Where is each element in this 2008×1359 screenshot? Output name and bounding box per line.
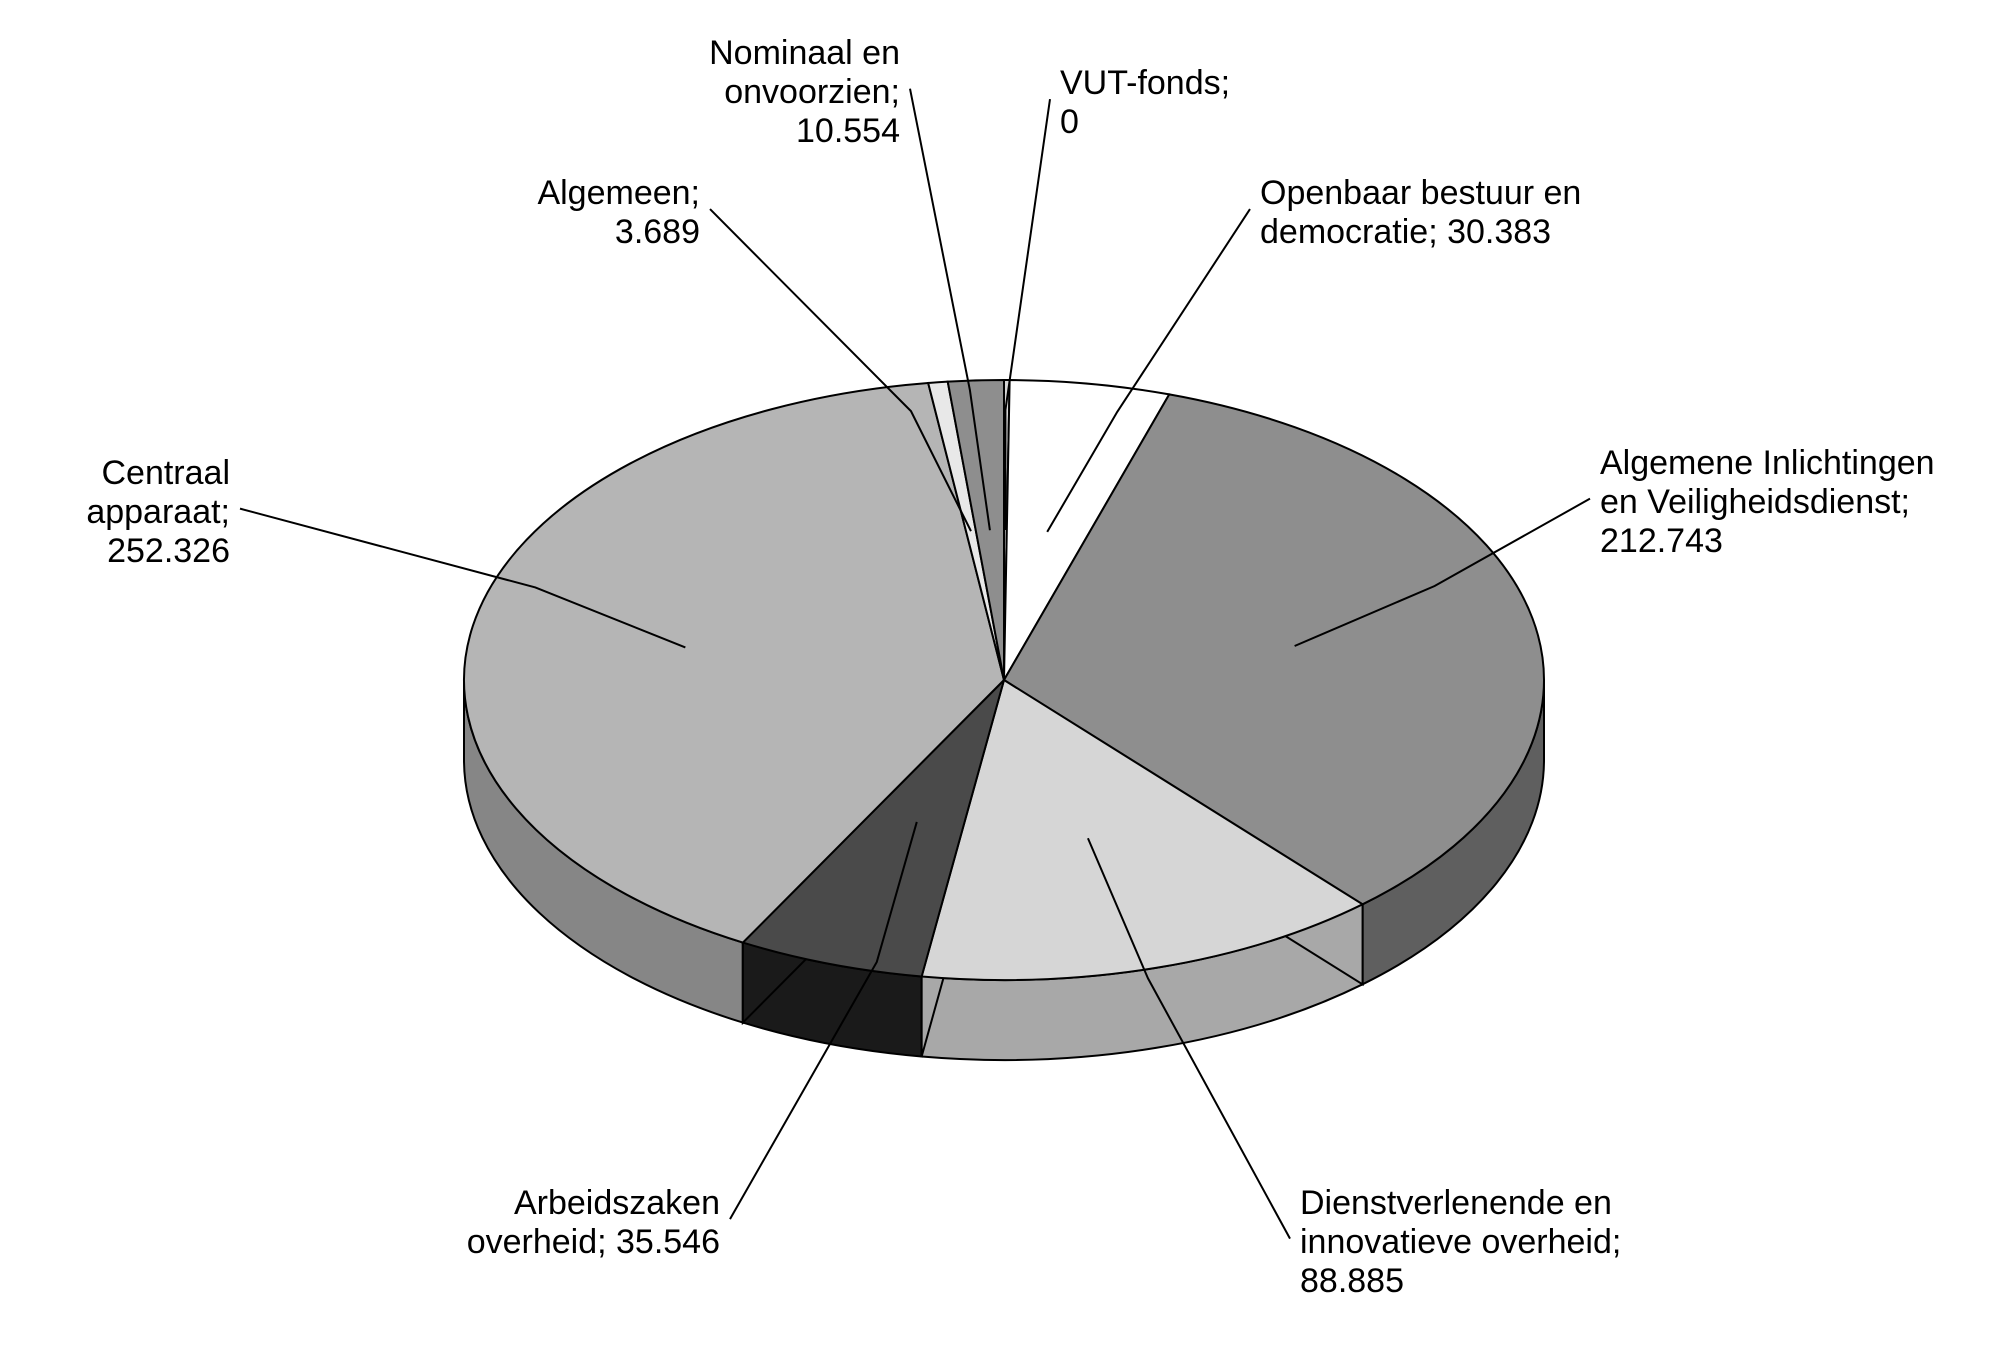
slice-label: Arbeidszakenoverheid; 35.546 (467, 1184, 720, 1261)
pie-top (464, 380, 1544, 980)
slice-label: Algemeen;3.689 (537, 174, 700, 251)
slice-label: Algemene Inlichtingenen Veiligheidsdiens… (1600, 444, 1935, 560)
pie-chart-3d: VUT-fonds;0 Openbaar bestuur endemocratie… (0, 0, 2008, 1359)
slice-label: Centraalapparaat;252.326 (86, 454, 230, 570)
slice-label: Nominaal enonvoorzien;10.554 (709, 34, 900, 150)
slice-label: Dienstverlenende eninnovatieve overheid;… (1300, 1184, 1621, 1300)
slice-label: Openbaar bestuur endemocratie; 30.383 (1260, 174, 1581, 251)
slice-label: VUT-fonds;0 (1060, 64, 1230, 141)
